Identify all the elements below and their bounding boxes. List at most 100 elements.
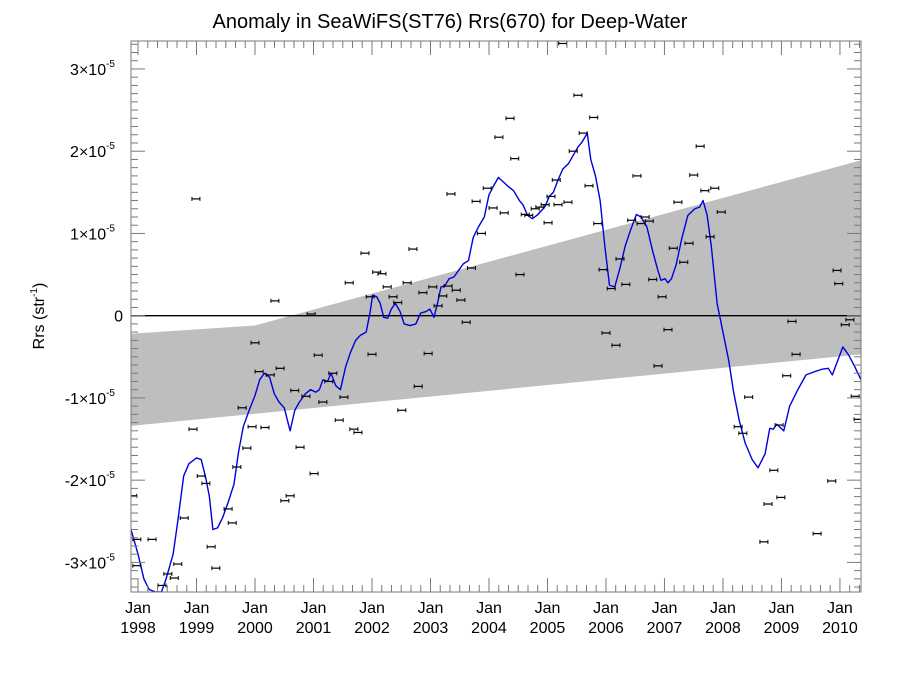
data-point xyxy=(377,271,387,276)
x-tick-label-month: Jan xyxy=(827,600,853,617)
data-point xyxy=(275,366,285,371)
tick-layer: Jan 1998 Jan 1999 Jan 2000 Jan 2001 Jan 2002 Jan 20… xyxy=(65,41,861,637)
running-mean-layer xyxy=(131,132,861,592)
y-tick-label: 1×10-5 xyxy=(70,223,115,243)
data-point xyxy=(242,446,252,451)
data-point xyxy=(845,317,855,322)
data-point xyxy=(265,372,275,377)
data-point xyxy=(640,214,650,219)
y-tick-mantissa: -3×10 xyxy=(65,555,106,572)
x-tick-label-month: Jan xyxy=(242,600,268,617)
data-point xyxy=(191,196,201,201)
data-point xyxy=(232,464,242,469)
y-tick-mantissa: 3×10 xyxy=(70,62,106,79)
data-point xyxy=(418,290,428,295)
data-point xyxy=(812,531,822,536)
y-tick-exponent: -5 xyxy=(106,552,115,563)
data-point xyxy=(657,294,667,299)
data-point xyxy=(290,388,300,393)
data-point xyxy=(589,115,599,120)
data-point xyxy=(456,298,466,303)
x-tick-label-year: 1999 xyxy=(179,620,215,637)
data-point xyxy=(196,474,206,479)
x-tick-label-month: Jan xyxy=(769,600,795,617)
data-point xyxy=(318,400,328,405)
data-point xyxy=(705,234,715,239)
x-tick-label-year: 2000 xyxy=(237,620,273,637)
x-tick-label-year: 2002 xyxy=(354,620,390,637)
data-point xyxy=(393,300,403,305)
x-tick-label-year: 2004 xyxy=(471,620,507,637)
data-point xyxy=(558,41,568,46)
data-point xyxy=(763,502,773,507)
data-point xyxy=(510,156,520,161)
data-point xyxy=(471,199,481,204)
data-point xyxy=(402,280,412,285)
x-tick-label-month: Jan xyxy=(652,600,678,617)
data-point xyxy=(515,272,525,277)
x-tick-label-month: Jan xyxy=(593,600,619,617)
y-tick-label: 2×10-5 xyxy=(70,141,115,161)
data-point xyxy=(663,327,673,332)
y-axis-label-close: ) xyxy=(31,283,48,288)
data-point xyxy=(573,93,583,98)
confidence-band-layer xyxy=(131,160,861,426)
data-point xyxy=(476,231,486,236)
data-point xyxy=(433,303,443,308)
data-point xyxy=(280,498,290,503)
data-point xyxy=(832,268,842,273)
y-axis-label-text: Rrs (str xyxy=(31,296,48,349)
data-point xyxy=(131,493,138,498)
y-tick-exponent: -5 xyxy=(106,141,115,152)
data-point xyxy=(505,116,515,121)
data-point xyxy=(306,312,316,317)
x-tick-label-month: Jan xyxy=(301,600,327,617)
data-point xyxy=(334,418,344,423)
data-point xyxy=(553,202,563,207)
data-point xyxy=(499,210,509,215)
data-point xyxy=(250,340,260,345)
x-tick-label-year: 2007 xyxy=(647,620,683,637)
data-point xyxy=(584,183,594,188)
x-tick-label-year: 1998 xyxy=(120,620,156,637)
data-point xyxy=(349,427,359,432)
data-point xyxy=(446,191,456,196)
data-point xyxy=(611,343,621,348)
data-point xyxy=(684,241,694,246)
data-point xyxy=(466,265,476,270)
data-point xyxy=(535,205,545,210)
chart-title: Anomaly in SeaWiFS(ST76) Rrs(670) for De… xyxy=(213,11,688,33)
data-point xyxy=(179,515,189,520)
y-tick-label: -1×10-5 xyxy=(65,388,116,408)
data-point xyxy=(382,284,392,289)
y-axis-label: Rrs (str-1) xyxy=(29,283,48,350)
data-point xyxy=(593,221,603,226)
data-point xyxy=(169,576,179,581)
data-point xyxy=(689,173,699,178)
y-tick-exponent: -5 xyxy=(106,223,115,234)
data-point xyxy=(188,427,198,432)
confidence-band xyxy=(131,160,861,426)
data-point xyxy=(787,319,797,324)
data-point xyxy=(791,352,801,357)
data-point xyxy=(201,481,211,486)
y-tick-exponent: -5 xyxy=(106,59,115,70)
data-point xyxy=(413,384,423,389)
y-tick-label: -2×10-5 xyxy=(65,470,116,490)
data-point xyxy=(733,424,743,429)
data-point xyxy=(408,247,418,252)
data-point xyxy=(776,495,786,500)
y-tick-mantissa: 2×10 xyxy=(70,144,106,161)
data-point xyxy=(227,520,237,525)
data-point xyxy=(397,408,407,413)
data-point xyxy=(260,425,270,430)
data-point xyxy=(632,173,642,178)
running-mean-line xyxy=(131,132,861,592)
data-point xyxy=(353,430,363,435)
data-point xyxy=(673,200,683,205)
data-point xyxy=(700,188,710,193)
data-point xyxy=(438,293,448,298)
data-point xyxy=(540,202,550,207)
data-point xyxy=(627,218,637,223)
data-point xyxy=(367,352,377,357)
